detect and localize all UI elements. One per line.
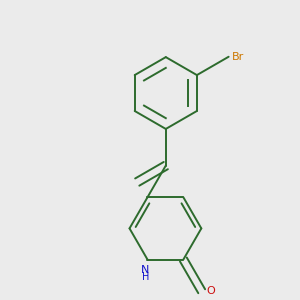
Text: Br: Br [232, 52, 244, 62]
Text: N: N [141, 265, 150, 275]
Text: H: H [142, 272, 149, 282]
Text: O: O [206, 286, 215, 296]
